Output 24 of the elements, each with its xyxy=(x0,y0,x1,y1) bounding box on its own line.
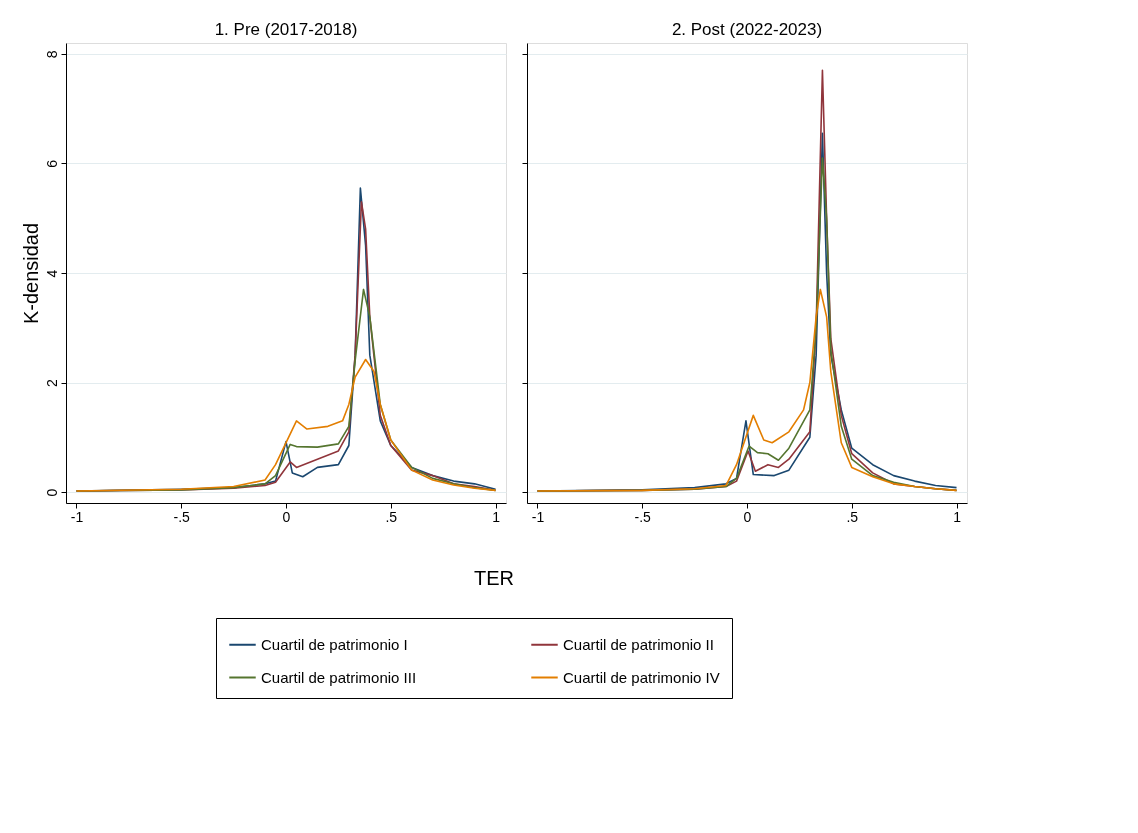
legend-label: Cuartil de patrimonio IV xyxy=(563,668,720,686)
y-tick-label: 4 xyxy=(43,269,60,278)
chart-title: 1. Pre (2017-2018) xyxy=(214,20,358,39)
x-tick-label: -1 xyxy=(70,508,84,525)
x-tick-label: -.5 xyxy=(634,508,652,525)
x-tick-label: 0 xyxy=(282,508,291,525)
legend-label: Cuartil de patrimonio II xyxy=(563,635,714,653)
y-tick-label: 8 xyxy=(43,50,60,59)
x-tick-label: 1 xyxy=(953,508,962,525)
legend-label: Cuartil de patrimonio III xyxy=(261,668,417,686)
x-tick-label: .5 xyxy=(846,508,859,525)
x-tick-label: 0 xyxy=(743,508,752,525)
x-tick-label: -.5 xyxy=(173,508,191,525)
x-tick-label: 1 xyxy=(492,508,501,525)
y-tick-label: 0 xyxy=(43,488,60,497)
y-axis-title: K-densidad xyxy=(19,222,42,325)
chart-title: 2. Post (2022-2023) xyxy=(671,20,823,39)
legend-label: Cuartil de patrimonio I xyxy=(261,635,408,653)
line-series xyxy=(75,358,497,492)
x-tick-label: .5 xyxy=(385,508,398,525)
x-axis-title: TER xyxy=(474,566,514,589)
x-tick-label: -1 xyxy=(531,508,545,525)
y-tick-label: 2 xyxy=(43,378,60,387)
y-tick-label: 6 xyxy=(43,159,60,168)
